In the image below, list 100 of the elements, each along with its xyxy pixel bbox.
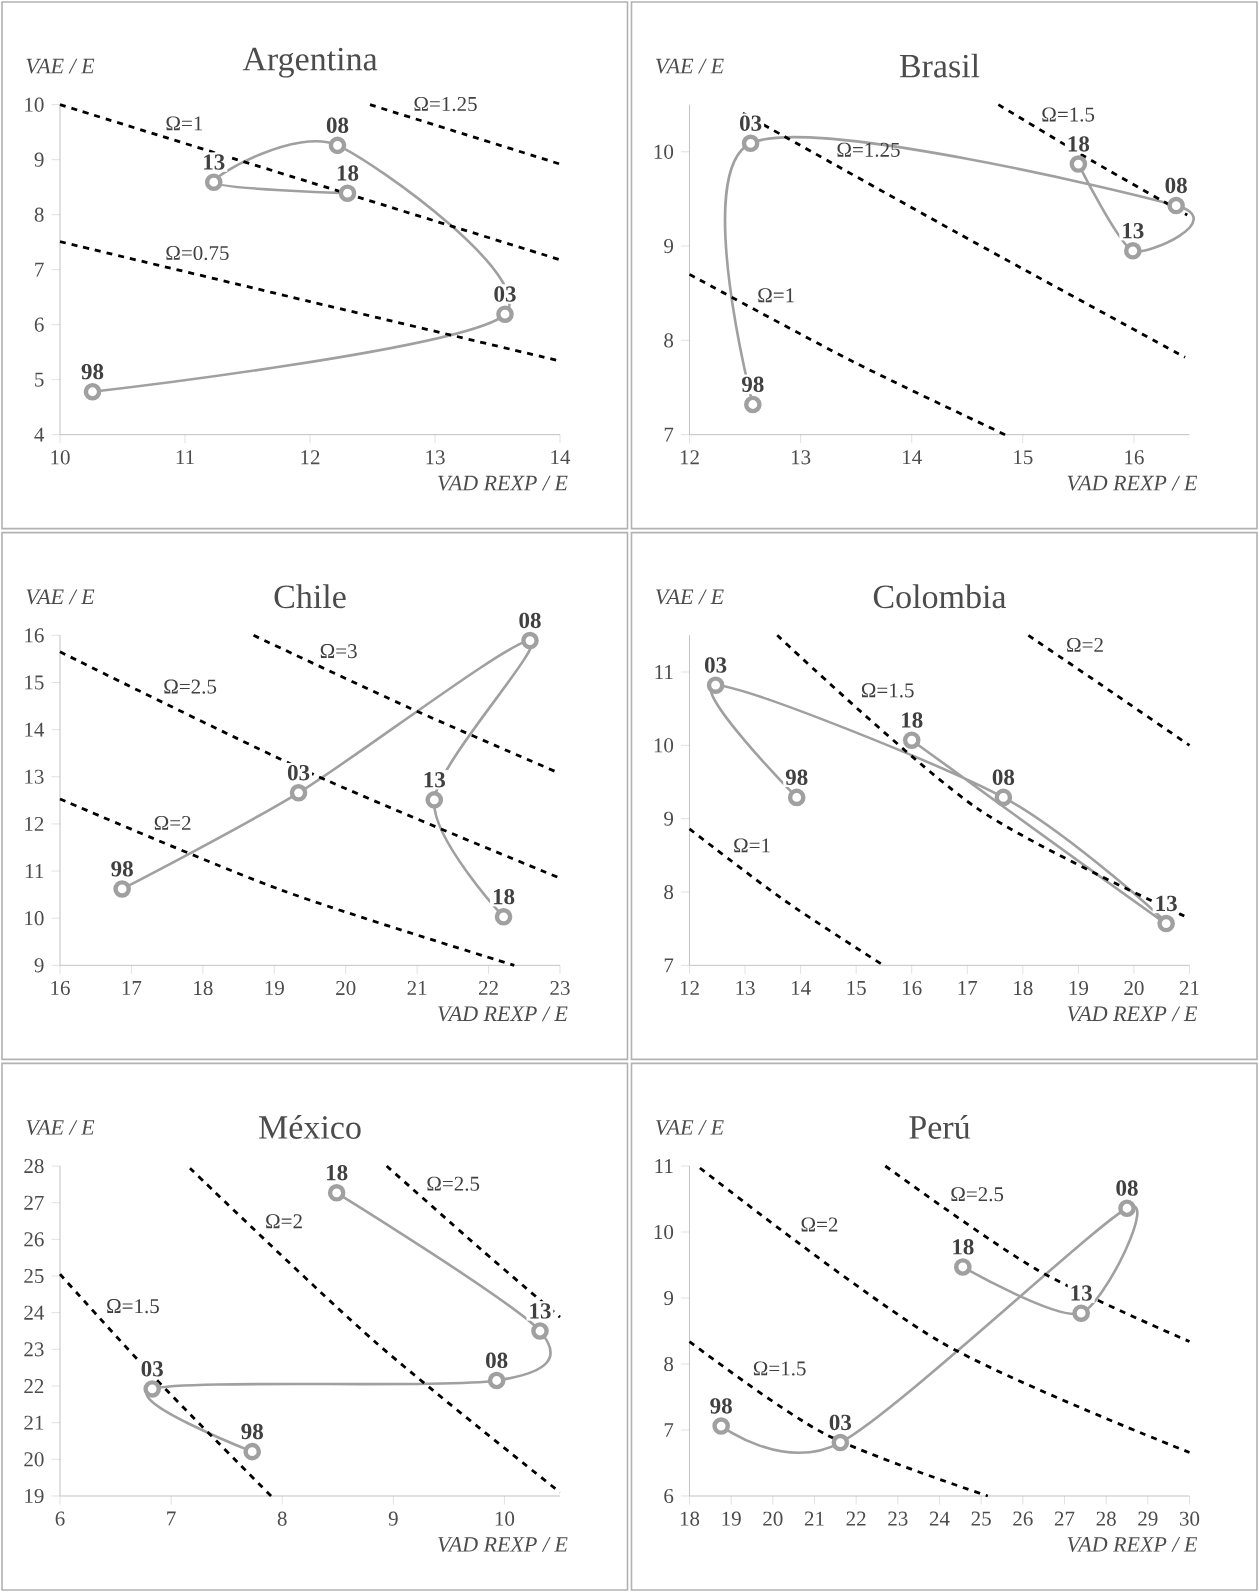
y-axis-title: VAE / E [656,58,724,74]
series-label: Ω=1.25 [837,142,900,157]
point [243,1442,262,1461]
x-tick-label: 15 [1014,450,1033,465]
y-tick-label: 6 [664,1488,674,1504]
x-tick-label: 7 [167,1511,176,1526]
x-tick-label: 19 [265,980,284,996]
x-tick-label: 21 [407,980,427,995]
y-tick-label: 16 [25,628,44,643]
chart-title: México [259,1114,361,1139]
point [831,1433,850,1452]
y-axis-title: VAE / E [26,58,95,74]
series-label: Ω=1 [734,838,770,853]
point [712,1417,730,1435]
point [425,791,444,809]
x-tick-label: 27 [1054,1511,1075,1526]
y-tick-label: 11 [655,665,673,679]
y-tick-label: 11 [655,1159,673,1173]
y-tick-label: 14 [25,722,45,737]
point [1069,155,1088,173]
x-tick-label: 10 [51,450,70,465]
point [83,382,102,401]
y-tick-label: 10 [654,1224,674,1240]
x-tick-label: 14 [903,450,922,465]
point [1118,1199,1136,1218]
x-tick-label: 30 [1180,1511,1200,1526]
series-label: Ω=2 [266,1214,302,1229]
point [289,784,308,802]
y-tick-label: 8 [34,207,44,222]
series-label: Ω=2 [154,815,191,830]
y-tick-label: 9 [34,152,44,167]
x-tick-label: 18 [680,1511,700,1526]
y-axis-title: VAE / E [656,1120,724,1135]
series-label: Ω=1 [758,288,794,303]
series-label: Ω=3 [320,644,357,659]
point [327,1183,346,1202]
chart-title: Perú [909,1114,971,1139]
x-tick-label: 13 [426,450,445,465]
y-tick-label: 9 [664,239,674,254]
series-label: Ω=2 [801,1217,838,1232]
annotation: 98 [81,363,104,380]
point [706,676,725,695]
annotation: 03 [704,657,727,673]
y-tick-label: 6 [34,317,44,332]
annotation: 13 [1071,1285,1092,1301]
y-tick-label: 9 [664,811,674,826]
annotation: 03 [829,1414,852,1431]
y-axis-title: VAE / E [656,589,724,605]
y-tick-label: 7 [664,1423,674,1437]
x-tick-label: 12 [680,980,699,995]
series-label: Ω=0.75 [166,245,229,261]
y-tick-label: 7 [35,262,44,277]
y-axis-title: VAE / E [26,589,95,605]
point [204,173,223,192]
y-tick-label: 25 [24,1268,44,1284]
x-tick-label: 10 [495,1511,515,1526]
y-tick-label: 8 [664,884,674,900]
y-tick-label: 5 [35,372,44,387]
x-axis-title: VAD REXP / E [1067,475,1198,491]
point [521,631,539,650]
x-tick-label: 16 [51,980,70,996]
x-tick-label: 9 [388,1511,398,1526]
x-tick-label: 19 [722,1511,741,1526]
y-tick-label: 24 [24,1305,45,1320]
chart-title: Colombia [873,584,1007,609]
annotation: 13 [424,772,445,788]
x-axis-title: VAD REXP / E [438,1537,568,1552]
x-axis-title: VAD REXP / E [1067,1006,1198,1022]
series-label: Ω=2.5 [164,679,217,694]
x-tick-label: 23 [550,980,570,996]
x-tick-label: 29 [1138,1511,1158,1526]
series-label: Ω=2 [1067,637,1103,652]
y-tick-label: 12 [25,816,44,831]
x-tick-label: 19 [1069,980,1088,996]
annotation: 13 [1123,222,1144,239]
y-tick-label: 10 [654,144,674,159]
x-tick-label: 20 [336,980,356,996]
x-tick-label: 16 [903,980,922,996]
annotation: 08 [326,117,349,133]
y-tick-label: 8 [664,1356,674,1372]
y-tick-label: 13 [25,769,44,784]
x-tick-label: 22 [846,1511,866,1526]
annotation: 18 [902,712,923,728]
x-tick-label: 13 [791,450,811,465]
y-tick-label: 4 [34,427,45,442]
x-tick-label: 17 [958,980,978,995]
y-tick-label: 9 [34,958,44,973]
annotation: 03 [739,115,762,131]
x-tick-label: 25 [971,1511,991,1526]
annotation: 03 [287,764,310,781]
annotation: 03 [141,1361,163,1377]
annotation: 98 [785,769,808,785]
x-tick-label: 17 [122,980,142,995]
x-tick-label: 26 [1013,1511,1033,1526]
series-label: Ω=1.5 [861,683,914,698]
y-tick-label: 7 [664,427,674,442]
x-tick-label: 16 [1125,450,1144,465]
x-axis-title: VAD REXP / E [438,1006,568,1022]
series-label: Ω=1 [166,116,203,131]
x-tick-label: 21 [804,1511,824,1526]
